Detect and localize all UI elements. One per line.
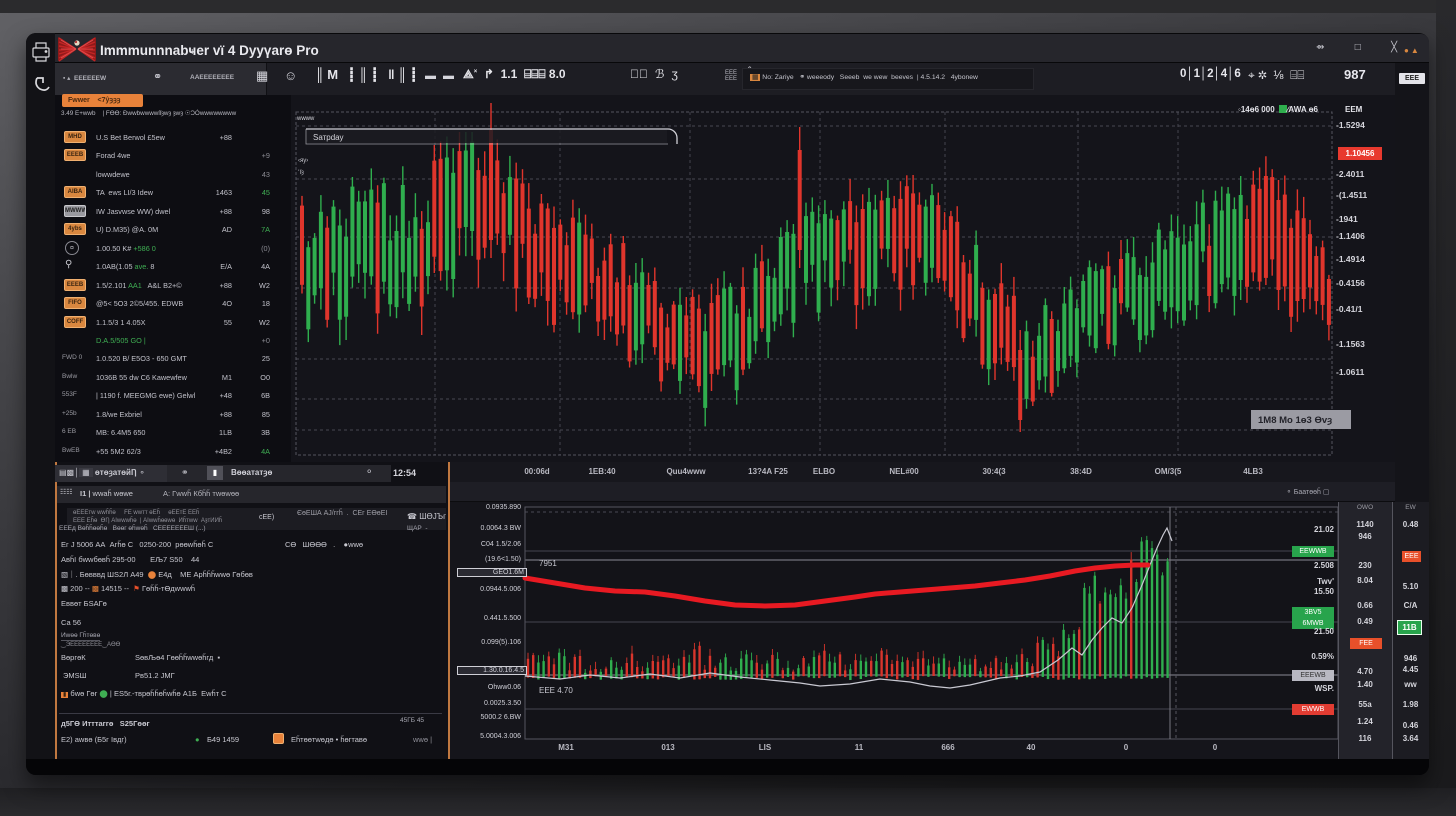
svg-text:1M8 Mо 1ө3 Өvȝ: 1M8 Mо 1ө3 Өvȝ [1258,415,1332,426]
svg-text:Sатрdау: Sатрdау [313,133,344,142]
svg-text:wwww: wwww [296,116,315,122]
svg-text:‹яу›: ‹яу› [298,158,308,164]
svg-text:7951: 7951 [539,559,557,568]
svg-text:ՙſȝ: ՙſȝ [298,169,304,176]
svg-text:ЕЕЕ 4.70: ЕЕЕ 4.70 [539,686,573,695]
